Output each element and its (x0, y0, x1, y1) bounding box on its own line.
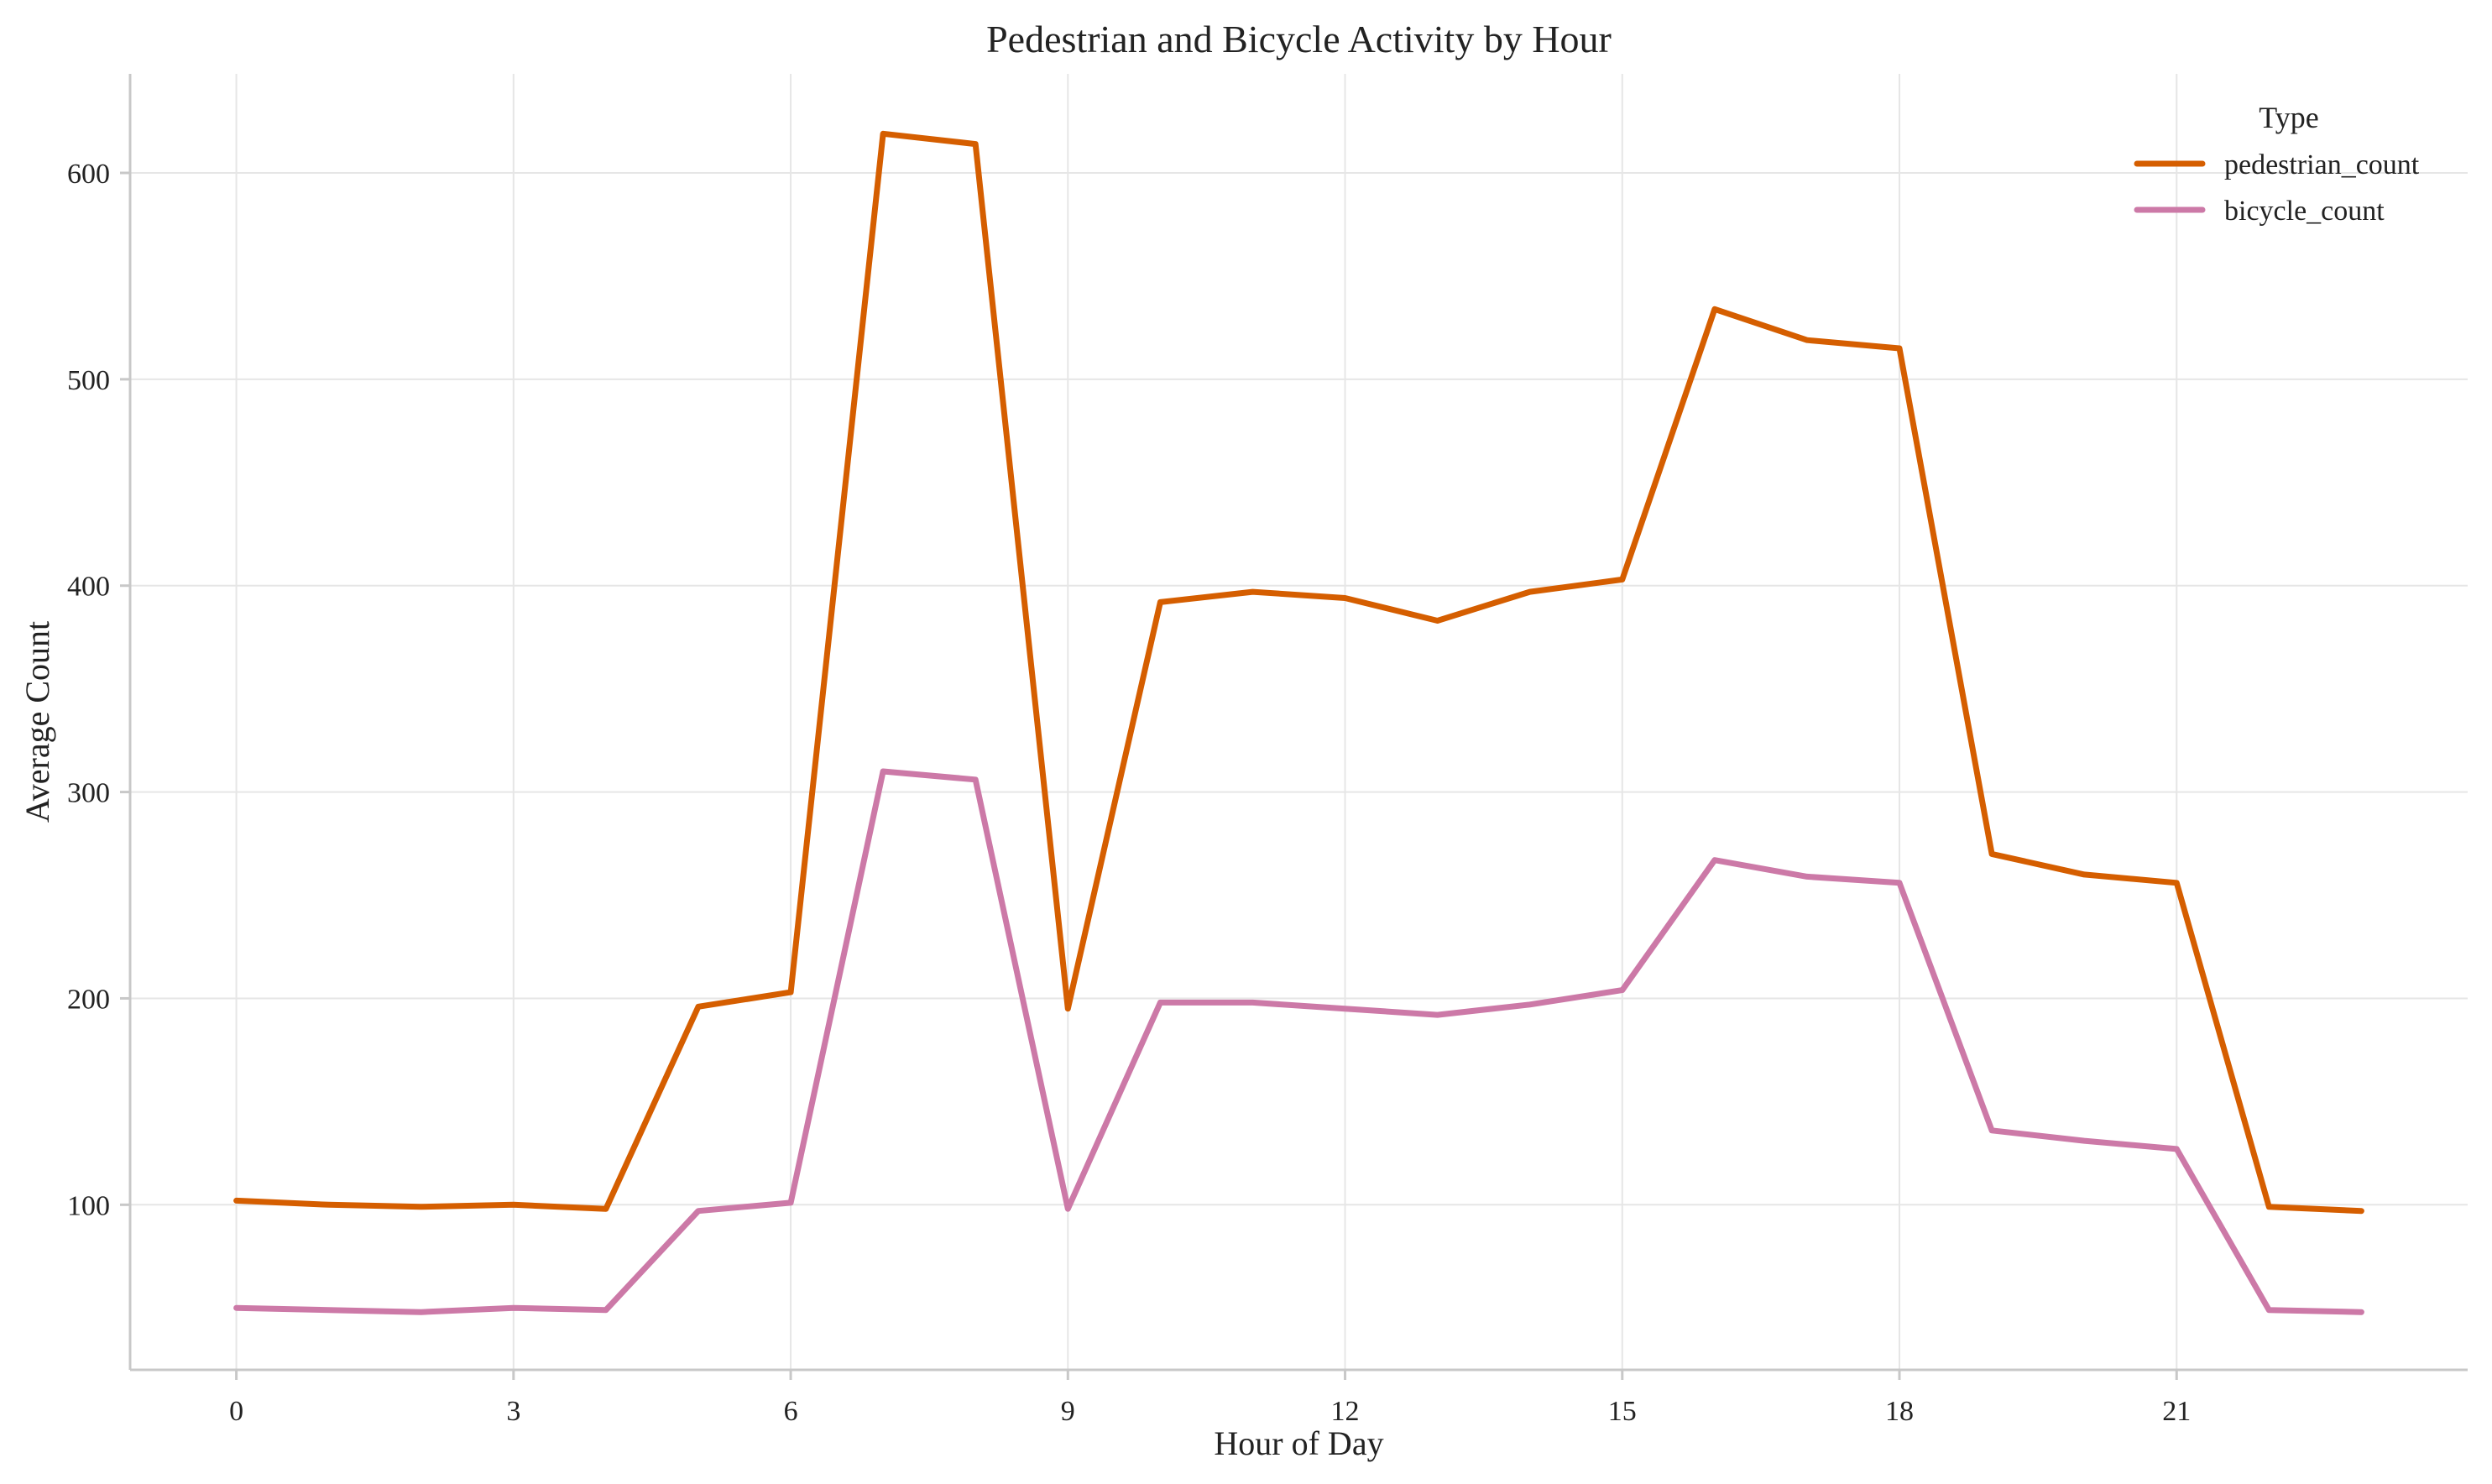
y-tick-label: 400 (67, 572, 110, 603)
x-tick-label: 18 (1885, 1396, 1914, 1427)
series-line-bicycle-count (233, 768, 2364, 1315)
x-tick-label: 21 (2162, 1396, 2191, 1427)
y-tick-label: 300 (67, 778, 110, 809)
x-tick-label: 0 (229, 1396, 243, 1427)
axes (128, 74, 2468, 1372)
data-series (233, 130, 2364, 1315)
x-axis-title: Hour of Day (1214, 1424, 1383, 1462)
x-tick-label: 12 (1331, 1396, 1360, 1427)
legend: Type pedestrian_count bicycle_count (2134, 101, 2420, 227)
y-tick-label: 600 (67, 159, 110, 190)
x-tick-label: 3 (506, 1396, 520, 1427)
axis-ticks: 0 3 6 9 12 15 18 21 100 200 300 400 500 600 (67, 159, 2191, 1427)
x-tick-label: 9 (1061, 1396, 1075, 1427)
chart-title: Pedestrian and Bicycle Activity by Hour (986, 18, 1612, 60)
y-tick-label: 500 (67, 365, 110, 396)
legend-label-pedestrian-count: pedestrian_count (2224, 149, 2420, 180)
legend-label-bicycle-count: bicycle_count (2224, 196, 2385, 227)
grid-lines (130, 74, 2468, 1370)
y-tick-label: 200 (67, 984, 110, 1015)
y-axis-title: Average Count (18, 621, 56, 823)
series-line-pedestrian-count (233, 130, 2364, 1215)
x-tick-label: 15 (1608, 1396, 1637, 1427)
x-tick-label: 6 (784, 1396, 798, 1427)
legend-title: Type (2259, 101, 2318, 134)
y-tick-label: 100 (67, 1190, 110, 1221)
